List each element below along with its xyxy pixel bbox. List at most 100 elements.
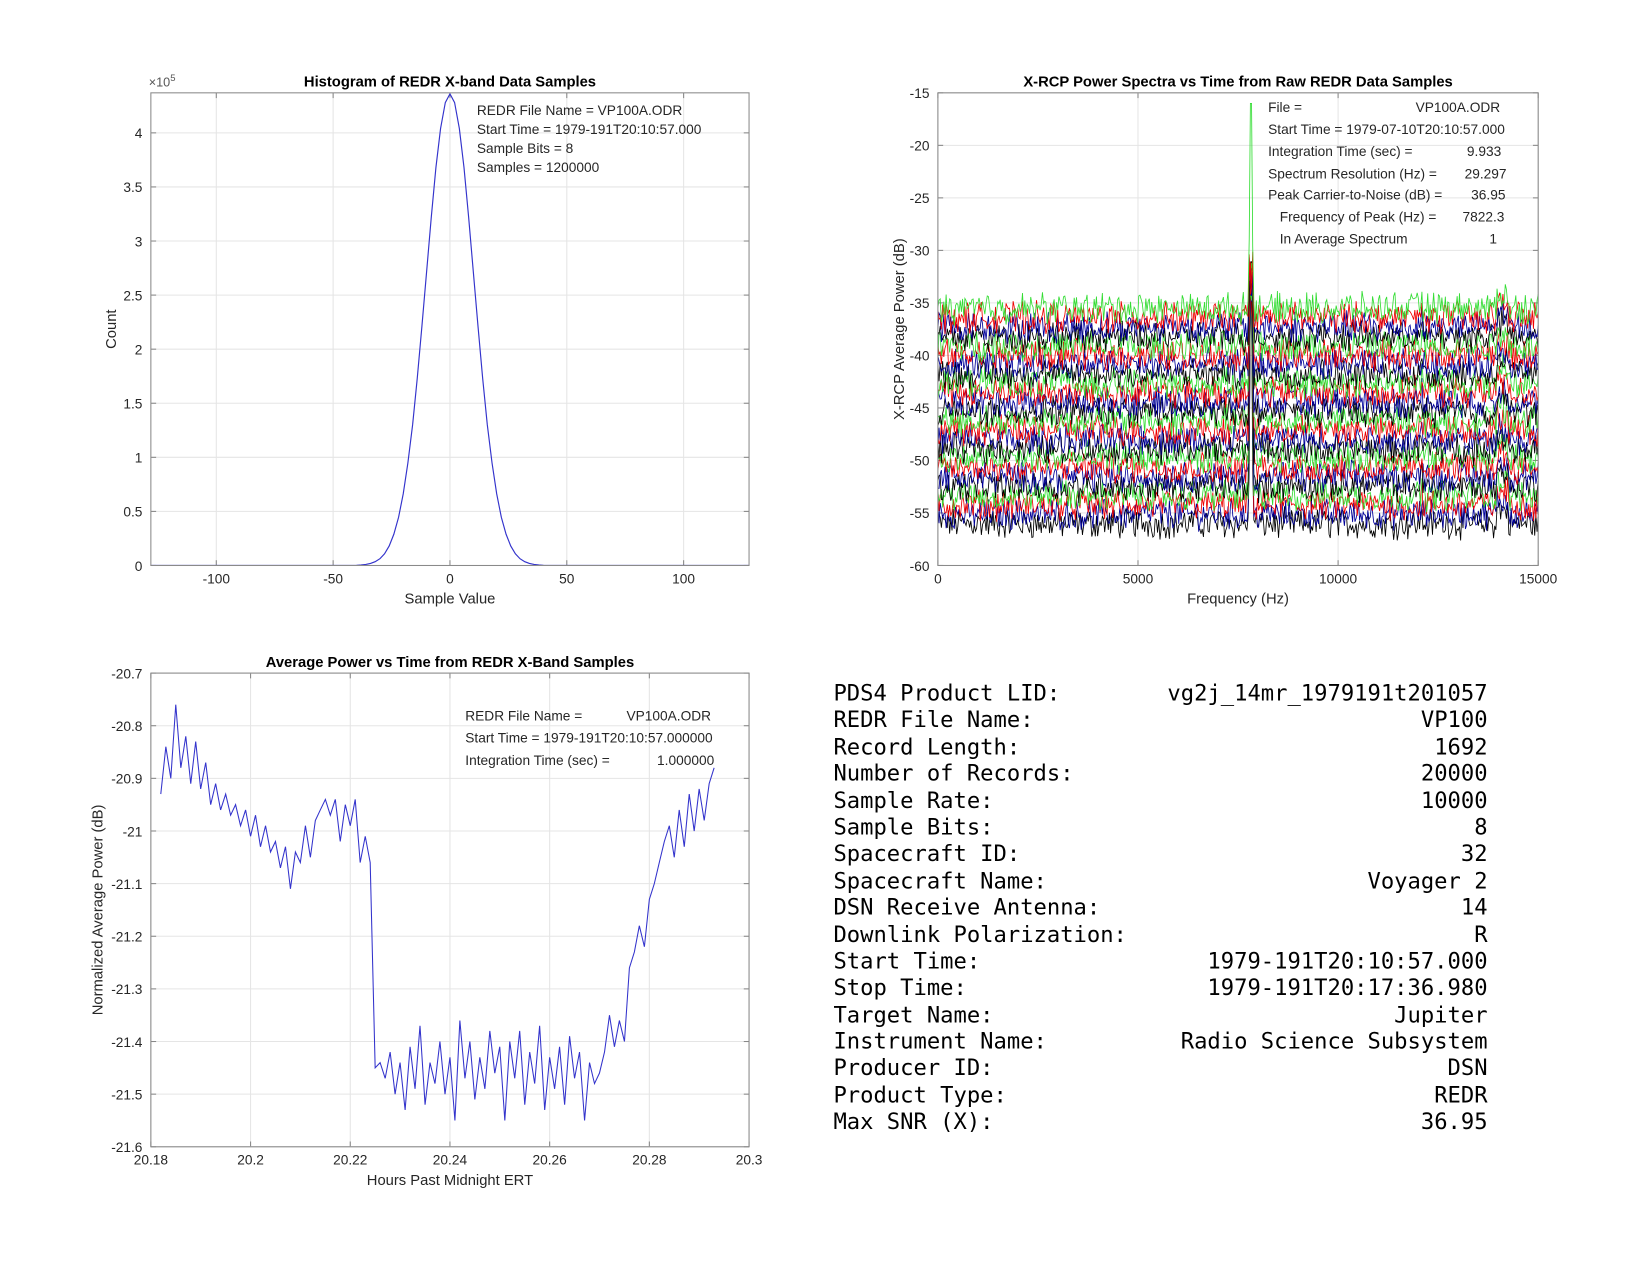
power-x-tick-label: 20.26: [533, 1153, 568, 1168]
info-label: Producer ID:: [833, 1055, 994, 1081]
info-row: Sample Bits: 8: [833, 814, 1487, 841]
power-y-tick-label: -21: [123, 824, 143, 839]
info-value: REDR: [1434, 1082, 1488, 1108]
spectra-annotation-value: 9.933: [1466, 143, 1502, 160]
info-value: 8: [1474, 814, 1488, 840]
histogram-y-tick-label: 0: [135, 559, 143, 574]
power-x-axis-label: Hours Past Midnight ERT: [367, 1173, 533, 1189]
power-y-tick-label: -21.5: [111, 1087, 143, 1102]
info-row: Max SNR (X): 36.95: [833, 1109, 1487, 1136]
info-value: 10000: [1420, 787, 1488, 813]
info-label: Max SNR (X):: [833, 1109, 994, 1135]
histogram-annotation: REDR File Name = VP100A.ODR: [476, 102, 683, 119]
info-value: Radio Science Subsystem: [1180, 1028, 1488, 1055]
info-label: Instrument Name:: [833, 1028, 1047, 1055]
info-row: Start Time: 1979-191T20:10:57.000: [833, 948, 1487, 975]
power-series-line: [160, 704, 715, 1121]
power-x-tick-label: 20.22: [333, 1153, 367, 1168]
histogram-annotation: Samples = 1200000: [476, 159, 600, 176]
power-annotation-label: Start Time = 1979-191T20:10:57.000000: [465, 730, 713, 746]
spectra-y-tick-label: -20: [910, 139, 930, 154]
power-y-tick-label: -20.8: [111, 719, 143, 734]
spectrum-trace: [937, 102, 1539, 326]
histogram-x-tick-label: 50: [559, 571, 575, 586]
spectra-y-tick-label: -55: [910, 506, 930, 521]
spectra-y-tick-label: -30: [910, 244, 930, 259]
info-value: VP100: [1420, 707, 1488, 733]
histogram-y-tick-label: 1: [135, 451, 143, 466]
spectra-y-tick-label: -60: [910, 559, 930, 574]
power-annotation-label: REDR File Name =: [465, 707, 583, 724]
info-label: DSN Receive Antenna:: [833, 894, 1101, 921]
power-y-tick-label: -20.7: [111, 666, 142, 681]
spectra-annotation-value: VP100A.ODR: [1415, 99, 1501, 115]
histogram-annotation: Sample Bits = 8: [476, 140, 574, 157]
spectra-y-tick-label: -35: [910, 296, 930, 311]
spectrum-trace: [937, 289, 1539, 494]
info-value: DSN: [1447, 1055, 1488, 1081]
y-exponent-power: 5: [170, 73, 175, 84]
info-value: vg2j_14mr_1979191t201057: [1167, 680, 1488, 706]
info-row: Spacecraft Name: Voyager 2: [833, 868, 1487, 895]
info-value: Voyager 2: [1367, 867, 1488, 894]
power-y-tick-label: -21.1: [111, 877, 142, 892]
spectra-annotation-label: Peak Carrier-to-Noise (dB) =: [1268, 186, 1443, 203]
spectra-annotation-label: Frequency of Peak (Hz) =: [1279, 208, 1437, 225]
info-row: Product Type: REDR: [833, 1082, 1487, 1109]
info-row: Sample Rate: 10000: [833, 788, 1487, 815]
power-y-tick-label: -21.2: [111, 930, 142, 945]
histogram-x-tick-label: -100: [203, 571, 231, 586]
spectrum-trace: [937, 257, 1539, 344]
histogram-x-tick-label: 0: [446, 571, 454, 586]
spectra-x-tick-label: 0: [934, 571, 942, 586]
histogram-axes-box: [150, 92, 750, 567]
info-label: Downlink Polarization:: [833, 921, 1127, 947]
spectra-x-tick-label: 5000: [1123, 571, 1154, 586]
histogram-y-tick-label: 4: [135, 126, 143, 141]
histogram-x-tick-label: 100: [672, 571, 695, 586]
info-row: DSN Receive Antenna: 14: [833, 895, 1487, 922]
spectra-y-tick-label: -40: [910, 349, 930, 364]
info-label: Start Time:: [833, 948, 981, 974]
histogram-y-tick-label: 0.5: [123, 505, 142, 520]
histogram-axes: [150, 92, 750, 567]
spectra-title: X-RCP Power Spectra vs Time from Raw RED…: [1023, 75, 1452, 91]
power-x-tick-label: 20.18: [134, 1153, 169, 1168]
info-label: Sample Bits:: [833, 814, 994, 840]
spectrum-trace: [937, 262, 1539, 401]
spectra-x-axis-label: Frequency (Hz): [1187, 591, 1289, 607]
info-row: PDS4 Product LID: vg2j_14mr_1979191t20105…: [833, 680, 1487, 707]
info-value: 1979-191T20:10:57.000: [1207, 948, 1488, 974]
power-y-tick-label: -21.6: [111, 1140, 143, 1155]
spectrum-trace: [937, 271, 1539, 456]
info-label: Sample Rate:: [833, 787, 994, 813]
power-axes: [150, 672, 750, 1148]
info-row: Spacecraft ID: 32: [833, 841, 1487, 868]
spectra-annotation-label: Integration Time (sec) =: [1268, 143, 1413, 160]
info-row: Downlink Polarization: R: [833, 922, 1487, 949]
spectra-y-tick-label: -15: [910, 86, 930, 101]
spectra-annotation-label: File =: [1268, 99, 1303, 115]
spectra-y-tick-label: -25: [910, 191, 930, 206]
spectra-annotation-label: Spectrum Resolution (Hz) =: [1268, 165, 1437, 182]
info-label: REDR File Name:: [833, 707, 1034, 733]
info-value: 36.95: [1420, 1109, 1488, 1135]
power-title: Average Power vs Time from REDR X-Band S…: [266, 655, 634, 671]
info-row: REDR File Name: VP100: [833, 707, 1487, 734]
histogram-y-tick-label: 3.5: [123, 180, 142, 195]
histogram-y-tick-label: 3: [135, 234, 143, 249]
power-x-tick-label: 20.2: [237, 1153, 264, 1168]
info-label: PDS4 Product LID:: [833, 680, 1061, 706]
histogram-x-tick-label: -50: [323, 571, 343, 586]
spectra-x-tick-label: 15000: [1519, 571, 1557, 586]
power-x-tick-label: 20.28: [632, 1153, 667, 1168]
y-exponent-label: ×105: [149, 73, 176, 89]
histogram-y-tick-label: 1.5: [123, 397, 142, 412]
info-label: Spacecraft Name:: [833, 867, 1047, 894]
spectrum-trace: [937, 261, 1539, 467]
power-annotation-value: VP100A.ODR: [626, 707, 712, 724]
info-label: Target Name:: [833, 1001, 994, 1028]
histogram-y-tick-label: 2.5: [123, 288, 142, 303]
